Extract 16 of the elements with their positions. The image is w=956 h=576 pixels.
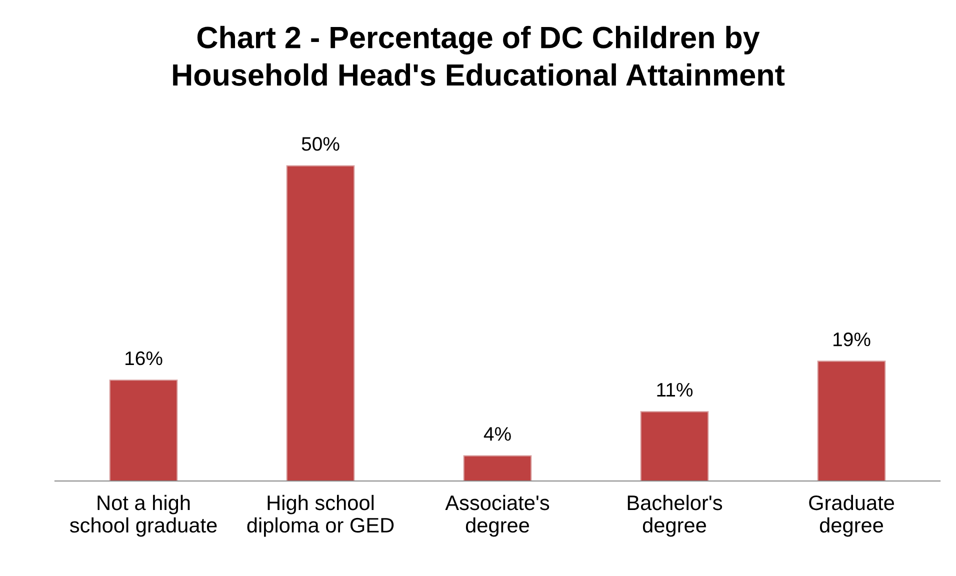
x-tick-label: Not a high school graduate [70, 494, 217, 537]
x-tick-label: Associate's degree [445, 494, 550, 537]
x-tick-label: Bachelor's degree [628, 494, 722, 537]
bar [640, 411, 709, 481]
bar [817, 360, 886, 481]
bar [286, 165, 355, 481]
data-label: 11% [657, 383, 693, 397]
x-tick-label: Graduate degree [809, 494, 894, 537]
bar [463, 455, 532, 481]
data-label: 50% [302, 137, 340, 151]
x-tick-label: High school diploma or GED [247, 494, 394, 537]
chart-title: Chart 2 - Percentage of DC Children by Household Head's Educational Attainment [173, 26, 785, 86]
data-label: 4% [484, 427, 511, 441]
data-label: 19% [834, 332, 870, 346]
bar [109, 380, 178, 481]
data-label: 16% [126, 351, 162, 366]
